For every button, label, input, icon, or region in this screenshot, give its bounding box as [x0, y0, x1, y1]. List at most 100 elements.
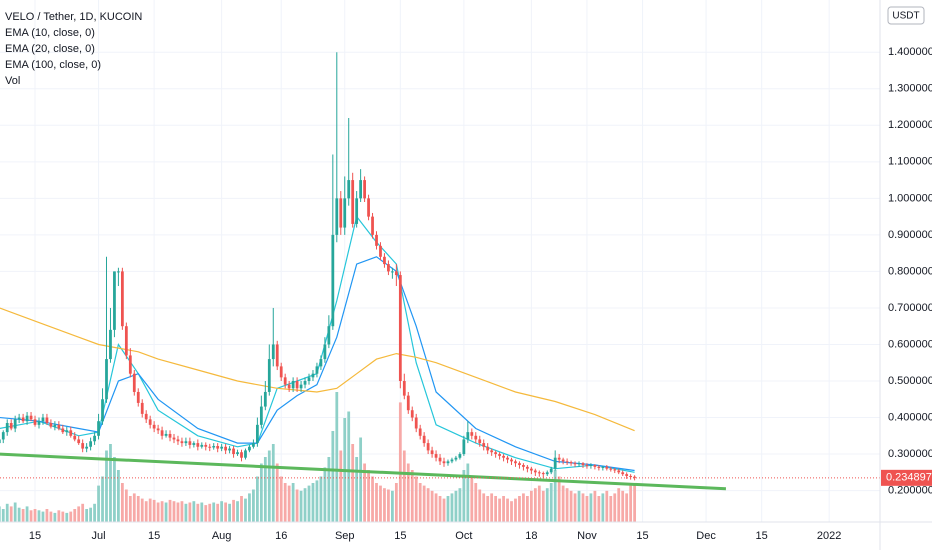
candle-body	[398, 275, 402, 381]
candle-body	[510, 459, 513, 462]
volume-bar	[275, 463, 279, 522]
volume-bar	[160, 501, 164, 522]
volume-bar	[573, 493, 577, 522]
y-tick-label: 0.900000	[888, 229, 932, 241]
candle-body	[319, 359, 323, 367]
plot-area	[0, 52, 880, 522]
candle-body	[180, 441, 184, 444]
volume-bar	[224, 502, 228, 522]
candle-body	[375, 234, 378, 246]
candle-body	[446, 461, 450, 464]
volume-bar	[255, 476, 259, 522]
candle-body	[271, 344, 275, 360]
volume-bar	[188, 502, 192, 522]
candle-body	[184, 441, 188, 444]
candle-body	[506, 457, 509, 460]
candle-body	[85, 446, 89, 449]
volume-bar	[466, 463, 470, 522]
volume-bar	[267, 450, 271, 522]
volume-bar	[426, 488, 430, 522]
volume-bar	[359, 437, 363, 522]
candle-body	[228, 448, 231, 451]
candle-body	[549, 468, 553, 473]
volume-bar	[287, 485, 291, 522]
legend-entry: EMA (20, close, 0)	[5, 43, 95, 55]
volume-bar	[442, 498, 446, 522]
volume-bar	[156, 502, 160, 522]
volume-bar	[418, 483, 422, 522]
volume-bar	[13, 502, 17, 522]
volume-bar	[430, 490, 434, 522]
volume-bar	[148, 498, 152, 522]
volume-bar	[323, 467, 327, 522]
ema-line	[0, 256, 635, 472]
volume-bar	[192, 501, 196, 522]
candle-body	[371, 216, 374, 235]
candle-body	[629, 475, 633, 477]
volume-bar	[609, 496, 613, 522]
candle-body	[402, 380, 406, 396]
y-tick-label: 0.400000	[888, 411, 932, 423]
volume-bar	[387, 489, 390, 522]
volume-bar	[327, 457, 331, 522]
volume-bar	[196, 503, 200, 522]
candle-body	[259, 406, 263, 425]
candle-body	[81, 443, 85, 449]
volume-bar	[252, 489, 255, 522]
volume-bar	[625, 493, 629, 522]
candle-body	[331, 234, 335, 327]
volume-bar	[17, 507, 21, 522]
candle-body	[93, 435, 96, 442]
candle-body	[311, 373, 315, 378]
volume-bar	[248, 493, 251, 522]
volume-bar	[621, 490, 625, 522]
candle-body	[502, 455, 505, 458]
volume-bar	[339, 450, 343, 522]
volume-bar	[109, 444, 112, 522]
volume-bar	[450, 493, 454, 522]
volume-bar	[319, 476, 323, 522]
volume-bar	[105, 450, 108, 522]
volume-bar	[454, 490, 458, 522]
legend-entry: EMA (10, close, 0)	[5, 27, 95, 39]
last-price-label: 0.234897	[886, 472, 932, 484]
candle-body	[470, 432, 474, 436]
candle-body	[406, 395, 410, 411]
candle-body	[347, 180, 351, 199]
volume-bar	[77, 506, 81, 522]
currency-badge[interactable]	[887, 6, 925, 25]
candle-body	[466, 432, 470, 440]
legend-entry: EMA (100, close, 0)	[5, 59, 101, 71]
volume-bar	[152, 499, 156, 522]
volume-bar	[494, 496, 498, 522]
volume-bar	[585, 496, 589, 522]
candle-body	[1, 432, 5, 440]
candle-body	[216, 446, 220, 449]
candle-body	[577, 463, 581, 465]
candle-body	[379, 245, 382, 257]
volume-bar	[379, 485, 382, 522]
volume-bar	[240, 496, 243, 522]
candle-body	[204, 444, 208, 447]
candle-body	[188, 441, 192, 445]
candle-body	[490, 450, 494, 453]
volume-bar	[291, 483, 295, 522]
volume-bar	[462, 470, 466, 522]
volume-bar	[478, 489, 482, 522]
volume-bar	[394, 483, 398, 522]
volume-bar	[482, 493, 486, 522]
volume-bar	[458, 488, 462, 522]
x-tick-label: Jul	[92, 530, 106, 542]
volume-bar	[315, 480, 319, 522]
volume-bar	[41, 511, 45, 522]
candle-body	[482, 443, 486, 447]
candle-body	[287, 384, 291, 389]
legend-entry: Vol	[5, 75, 20, 87]
candle-body	[478, 439, 482, 444]
volume-bar	[398, 402, 402, 522]
x-tick-label: Aug	[212, 530, 232, 542]
candle-body	[69, 430, 73, 436]
candle-body	[518, 463, 521, 466]
volume-bar	[101, 476, 104, 522]
